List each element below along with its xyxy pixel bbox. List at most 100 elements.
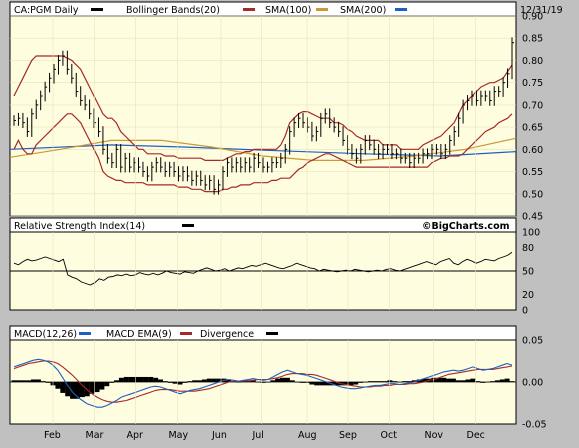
divergence-bar bbox=[157, 379, 163, 382]
divergence-bar bbox=[109, 382, 115, 383]
divergence-bar bbox=[250, 380, 256, 382]
x-month-label: Jul bbox=[251, 430, 263, 441]
divergence-bar bbox=[55, 382, 61, 389]
divergence-bar bbox=[421, 378, 427, 382]
divergence-bar bbox=[99, 382, 105, 390]
divergence-bar bbox=[187, 381, 193, 382]
divergence-bar bbox=[94, 382, 100, 393]
divergence-bar bbox=[148, 376, 154, 382]
divergence-bar bbox=[201, 379, 207, 382]
price-panel-header bbox=[9, 1, 517, 17]
divergence-bar bbox=[455, 380, 461, 382]
divergence-bar bbox=[353, 382, 359, 385]
divergence-bar bbox=[465, 379, 471, 382]
divergence-bar bbox=[387, 380, 393, 382]
rsi-y-tick-label: 80 bbox=[522, 243, 534, 254]
divergence-bar bbox=[372, 381, 378, 382]
price-y-tick-label: 0.70 bbox=[522, 100, 543, 111]
price-ticker-label: CA:PGM Daily bbox=[14, 5, 79, 16]
divergence-bar bbox=[402, 381, 408, 382]
divergence-bar bbox=[299, 382, 305, 383]
divergence-bar bbox=[260, 382, 266, 383]
divergence-bar bbox=[363, 382, 369, 383]
macd-legend-label: MACD(12,26) bbox=[14, 329, 77, 340]
x-month-label: May bbox=[168, 430, 188, 441]
divergence-bar bbox=[11, 380, 17, 382]
macd-legend-swatch bbox=[79, 332, 91, 335]
x-month-label: Aug bbox=[298, 430, 317, 441]
divergence-bar bbox=[128, 376, 134, 382]
divergence-bar bbox=[245, 381, 251, 382]
macd-signal-line bbox=[13, 360, 513, 403]
divergence-bar bbox=[79, 382, 85, 398]
divergence-bar bbox=[270, 380, 276, 382]
divergence-bar bbox=[162, 381, 168, 382]
divergence-bar bbox=[392, 381, 398, 382]
divergence-legend-swatch bbox=[266, 332, 278, 335]
divergence-bar bbox=[216, 378, 222, 382]
divergence-bar bbox=[411, 380, 417, 382]
divergence-bar bbox=[504, 378, 510, 382]
sma200-legend-swatch bbox=[395, 8, 407, 11]
x-month-label: Feb bbox=[44, 430, 61, 441]
divergence-bar bbox=[436, 377, 442, 382]
divergence-bar bbox=[236, 382, 242, 383]
price-y-tick-label: 0.45 bbox=[522, 212, 543, 223]
divergence-bar bbox=[114, 380, 120, 382]
macd-line bbox=[13, 358, 513, 408]
divergence-bar bbox=[289, 380, 295, 382]
macd-ema-legend-label: MACD EMA(9) bbox=[106, 329, 172, 340]
divergence-bar bbox=[40, 381, 46, 382]
divergence-bar bbox=[319, 382, 325, 386]
x-month-label: Oct bbox=[381, 430, 398, 441]
divergence-bar bbox=[382, 381, 388, 382]
price-panel-plot bbox=[9, 15, 517, 217]
divergence-bar bbox=[123, 376, 129, 382]
sma100-legend-swatch bbox=[316, 8, 328, 11]
divergence-bar bbox=[450, 378, 456, 382]
divergence-bar bbox=[509, 381, 515, 382]
divergence-bar bbox=[367, 381, 373, 382]
divergence-bar bbox=[489, 381, 495, 382]
rsi-y-tick-label: 20 bbox=[522, 290, 534, 301]
divergence-bar bbox=[172, 382, 178, 384]
divergence-bar bbox=[60, 382, 66, 393]
divergence-bar bbox=[441, 377, 447, 382]
divergence-bar bbox=[460, 380, 466, 382]
macd-ema-legend-swatch bbox=[180, 332, 192, 335]
divergence-bar bbox=[65, 382, 71, 397]
ticker-legend-swatch bbox=[91, 8, 103, 11]
divergence-bar bbox=[35, 379, 41, 382]
divergence-bar bbox=[333, 382, 339, 386]
divergence-bar bbox=[348, 382, 354, 386]
rsi-y-tick-label: 0 bbox=[522, 306, 528, 317]
divergence-bar bbox=[104, 382, 110, 387]
rsi-legend-label: Relative Strength Index(14) bbox=[14, 221, 145, 232]
price-y-tick-label: 0.60 bbox=[522, 145, 543, 156]
divergence-bar bbox=[294, 382, 300, 383]
bollinger-upper-line bbox=[13, 55, 513, 161]
divergence-bar bbox=[485, 382, 491, 383]
rsi-y-tick-label: 50 bbox=[522, 267, 534, 278]
divergence-bar bbox=[480, 382, 486, 383]
bigcharts-watermark: ©BigCharts.com bbox=[422, 221, 510, 232]
divergence-bar bbox=[499, 379, 505, 382]
bollinger-lower-line bbox=[13, 113, 513, 193]
divergence-legend-label: Divergence bbox=[200, 329, 254, 340]
divergence-bar bbox=[280, 377, 286, 382]
divergence-bar bbox=[314, 382, 320, 386]
price-y-tick-label: 0.50 bbox=[522, 189, 543, 200]
divergence-bar bbox=[358, 382, 364, 383]
divergence-bar bbox=[255, 382, 261, 383]
divergence-bar bbox=[275, 378, 281, 382]
sma200-legend-label: SMA(200) bbox=[340, 5, 386, 16]
divergence-bar bbox=[21, 380, 27, 382]
divergence-bar bbox=[192, 380, 198, 382]
bollinger-legend-label: Bollinger Bands(20) bbox=[126, 5, 220, 16]
x-month-label: Dec bbox=[467, 430, 485, 441]
divergence-bar bbox=[377, 381, 383, 382]
divergence-bar bbox=[226, 379, 232, 382]
macd-panel-content: 0.05 0.00 -0.05 bbox=[10, 336, 547, 431]
